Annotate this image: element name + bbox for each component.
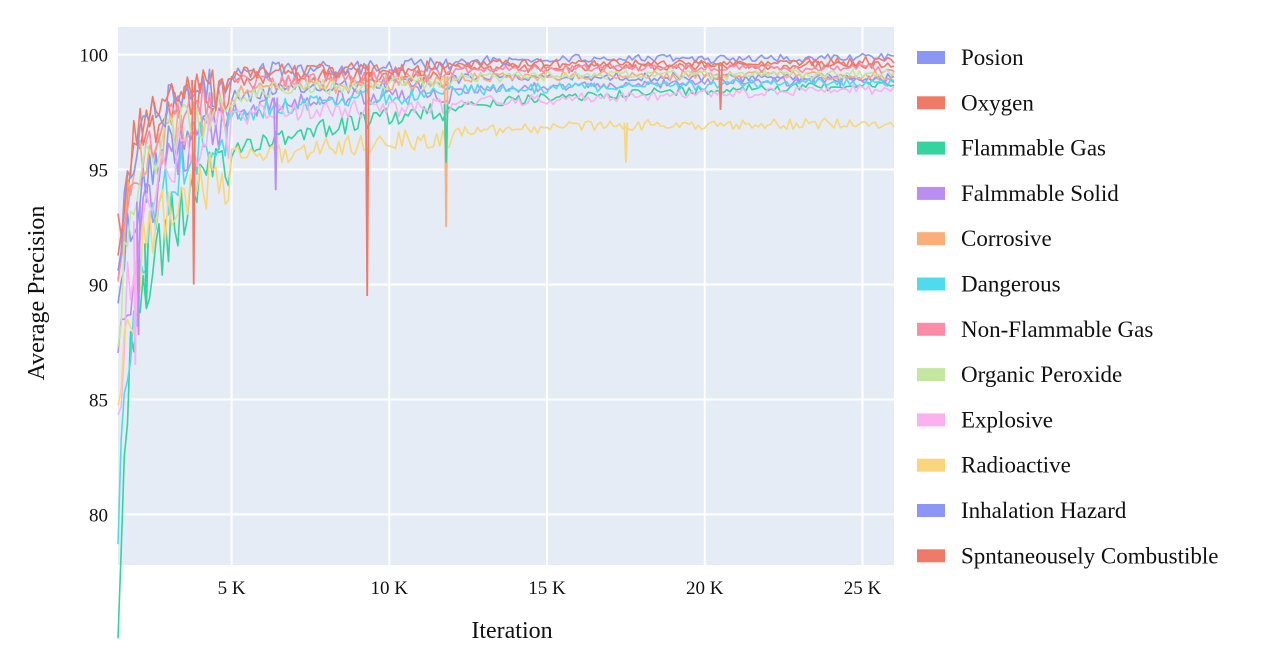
legend-item[interactable]: Falmmable Solid — [917, 181, 1119, 206]
x-tick-label: 25 K — [844, 578, 882, 599]
legend-swatch — [917, 96, 945, 110]
x-tick-label: 5 K — [218, 578, 246, 599]
legend[interactable]: Posion Oxygen Flammable Gas Falmmable Solid… — [917, 45, 1218, 568]
series-spikes — [132, 63, 723, 366]
series-dip — [273, 97, 279, 191]
x-axis-title: Iteration — [471, 618, 552, 644]
legend-label: Falmmable Solid — [961, 181, 1119, 206]
legend-label: Oxygen — [961, 90, 1034, 115]
legend-swatch — [917, 232, 945, 246]
series-dip — [143, 243, 149, 306]
legend-label: Radioactive — [961, 453, 1071, 478]
legend-swatch — [917, 504, 945, 517]
y-tick-label: 95 — [89, 161, 108, 182]
y-tick-label: 100 — [80, 46, 109, 67]
series-dip — [364, 64, 370, 297]
x-tick-label: 15 K — [528, 578, 566, 599]
series-dip — [718, 63, 723, 110]
legend-label: Dangerous — [961, 272, 1061, 297]
legend-item[interactable]: Inhalation Hazard — [917, 498, 1127, 523]
y-tick-label: 80 — [89, 505, 108, 526]
series-line — [117, 52, 895, 271]
legend-label: Flammable Gas — [961, 136, 1106, 161]
legend-swatch — [917, 413, 945, 427]
series-dip — [132, 221, 138, 366]
series-line — [117, 81, 895, 639]
x-tick-label: 20 K — [686, 578, 724, 599]
legend-label: Non-Flammable Gas — [961, 317, 1153, 342]
series-dip — [623, 122, 629, 163]
legend-label: Explosive — [961, 407, 1053, 432]
legend-item[interactable]: Non-Flammable Gas — [917, 317, 1153, 342]
legend-label: Corrosive — [961, 226, 1052, 251]
y-axis-title: Average Precision — [24, 206, 50, 381]
legend-swatch — [917, 277, 945, 291]
y-axis-ticks: 80 85 90 95 100 — [80, 46, 109, 527]
x-axis-ticks: 5 K 10 K 15 K 20 K 25 K — [218, 578, 882, 599]
legend-swatch — [917, 322, 945, 336]
plot-background — [118, 27, 894, 565]
legend-item[interactable]: Organic Peroxide — [917, 362, 1122, 387]
legend-swatch — [917, 458, 945, 472]
legend-item[interactable]: Flammable Gas — [917, 136, 1106, 161]
series-line — [117, 117, 895, 406]
legend-item[interactable]: Explosive — [917, 407, 1053, 432]
series-lines — [117, 52, 895, 639]
series-line — [117, 68, 895, 347]
legend-item[interactable]: Oxygen — [917, 90, 1034, 115]
series-dip — [136, 201, 141, 336]
series-line — [117, 84, 895, 416]
legend-label: Inhalation Hazard — [961, 498, 1127, 523]
legend-swatch — [917, 141, 945, 155]
legend-item[interactable]: Spntaneousely Combustible — [917, 543, 1218, 568]
legend-label: Posion — [961, 45, 1024, 70]
legend-swatch — [917, 549, 945, 563]
series-line — [117, 69, 895, 282]
legend-item[interactable]: Radioactive — [917, 453, 1071, 478]
legend-swatch — [917, 186, 945, 200]
legend-item[interactable]: Dangerous — [917, 272, 1061, 297]
legend-label: Organic Peroxide — [961, 362, 1122, 387]
series-dip — [443, 104, 449, 163]
legend-item[interactable]: Corrosive — [917, 226, 1052, 251]
series-line — [117, 62, 895, 280]
x-tick-label: 10 K — [371, 578, 409, 599]
series-dip — [191, 79, 197, 285]
legend-swatch — [917, 368, 945, 382]
grid — [118, 27, 894, 565]
legend-label: Spntaneousely Combustible — [961, 543, 1218, 568]
series-line — [117, 77, 895, 545]
y-tick-label: 85 — [89, 390, 108, 411]
legend-swatch — [917, 51, 945, 64]
series-line — [117, 55, 895, 237]
y-tick-label: 90 — [89, 276, 108, 297]
legend-item[interactable]: Posion — [917, 45, 1024, 70]
